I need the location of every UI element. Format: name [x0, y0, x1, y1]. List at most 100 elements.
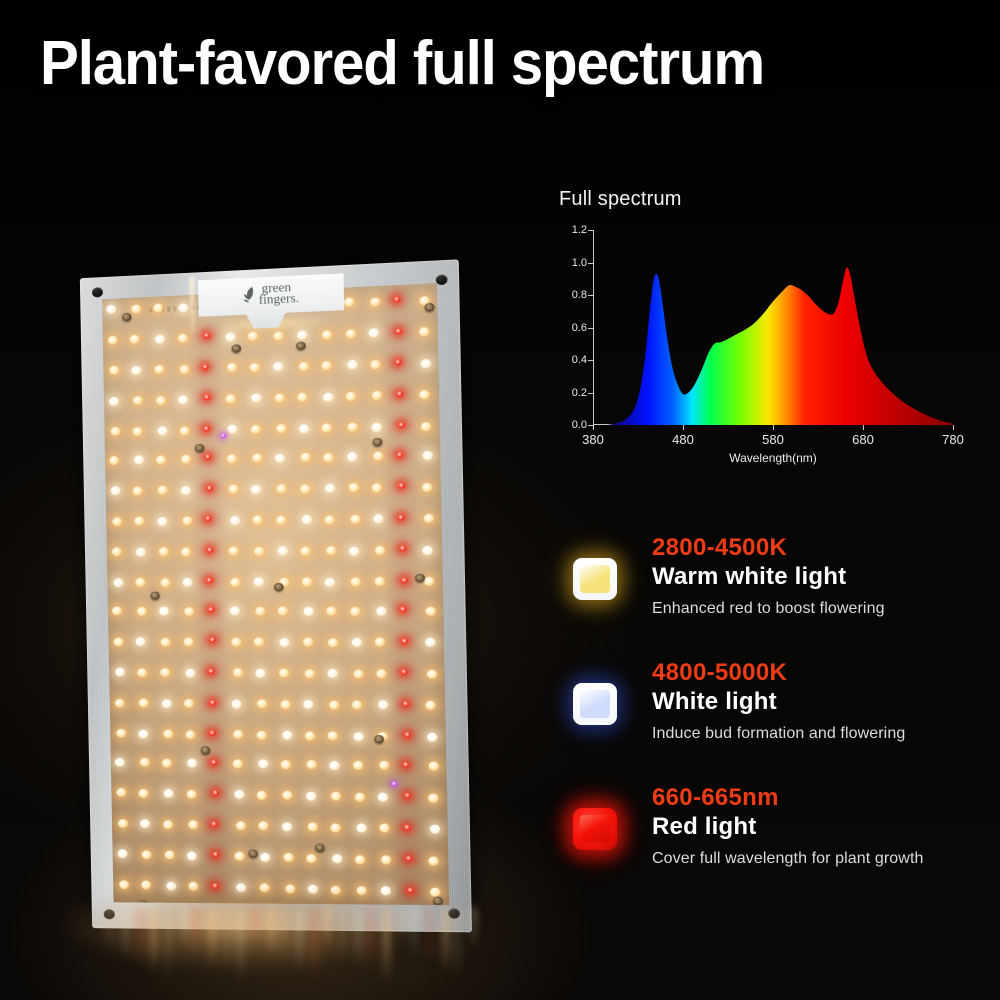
x-tick-label: 780 [942, 432, 964, 447]
y-tick-mark [588, 327, 593, 329]
red-led [210, 820, 218, 827]
feature-kelvin: 4800-5000K [652, 659, 788, 686]
led-chip-die [580, 815, 610, 843]
white-led [298, 423, 310, 434]
white-led [427, 793, 439, 803]
led-pcb [102, 283, 450, 906]
x-tick-label: 680 [852, 432, 874, 447]
white-led [113, 637, 124, 647]
white-led [349, 606, 361, 616]
feature-text: 4800-5000K White light Induce bud formatio… [652, 659, 988, 743]
white-led [423, 513, 434, 524]
y-tick-mark [588, 392, 593, 394]
red-led [401, 700, 410, 707]
white-led [161, 698, 172, 708]
white-led [178, 302, 189, 313]
white-led [184, 606, 195, 616]
white-led [112, 516, 123, 527]
white-led [307, 822, 318, 832]
chart-title: Full spectrum [559, 188, 682, 210]
y-tick-mark [588, 360, 593, 361]
white-led [369, 297, 381, 307]
white-led [371, 422, 382, 433]
white-led [180, 485, 191, 495]
white-led [160, 577, 171, 588]
white-led [250, 424, 261, 435]
white-led [305, 791, 316, 801]
white-led [303, 606, 314, 616]
red-led [395, 390, 403, 398]
pcb-screw [122, 312, 132, 321]
y-tick-label: 0.0 [571, 419, 587, 431]
white-led [118, 880, 129, 890]
x-tick-mark [953, 425, 954, 430]
feature-text: 2800-4500K Warm white light Enhanced red t… [652, 534, 988, 618]
panel-frame: green fingers. [79, 259, 472, 933]
pcb-screw [231, 343, 241, 353]
white-led [165, 881, 177, 891]
x-tick-mark [773, 425, 774, 430]
red-led [212, 851, 220, 858]
white-led [156, 454, 167, 465]
y-tick-mark [588, 262, 593, 264]
white-led [279, 637, 290, 647]
feature-description: Enhanced red to boost flowering [652, 600, 885, 617]
white-led [330, 822, 341, 833]
y-tick-label: 1.0 [571, 256, 587, 269]
white-led [187, 820, 199, 830]
x-tick-label: 480 [672, 432, 694, 447]
x-tick-mark [683, 425, 684, 430]
red-led [205, 485, 213, 492]
white-led [114, 698, 125, 708]
led-chip [573, 808, 617, 850]
white-led [349, 545, 360, 556]
white-led [346, 452, 358, 462]
pcb-screw [424, 302, 434, 312]
white-led [428, 856, 439, 866]
white-led [181, 546, 192, 557]
white-led [331, 854, 343, 864]
white-led [130, 304, 142, 314]
white-led [329, 760, 341, 770]
white-led [274, 393, 285, 403]
red-led [402, 761, 410, 768]
red-led [396, 451, 404, 458]
y-tick-mark [588, 230, 593, 231]
y-tick-label: 0.2 [571, 386, 587, 399]
white-led [112, 577, 123, 588]
white-led [355, 854, 366, 864]
led-chip-die [580, 565, 610, 593]
white-led [184, 668, 196, 678]
white-led [284, 884, 296, 894]
red-led [209, 758, 217, 766]
white-led [419, 358, 431, 369]
white-led [421, 482, 433, 493]
white-led [136, 606, 147, 616]
white-led [356, 823, 367, 833]
white-led [302, 637, 313, 647]
pcb-screw [295, 341, 306, 350]
y-tick-label: 0.6 [571, 321, 587, 334]
white-led [183, 637, 194, 647]
white-led [422, 545, 433, 555]
red-led [406, 887, 414, 894]
white-led [132, 426, 143, 437]
red-led [206, 606, 215, 613]
white-led [280, 759, 292, 770]
red-led [208, 730, 216, 737]
white-led [322, 392, 334, 402]
red-led [400, 577, 408, 584]
pcb-screw [414, 573, 425, 583]
white-led [108, 396, 119, 406]
red-led [211, 882, 219, 889]
white-led [232, 759, 243, 769]
pcb-screw [315, 843, 325, 852]
mount-hole [448, 908, 461, 919]
x-tick-label: 380 [582, 432, 604, 447]
led-chip [573, 683, 617, 725]
white-led [296, 330, 308, 340]
white-led [226, 453, 237, 464]
brand-logo-tab: green fingers. [198, 273, 344, 331]
y-tick-mark [588, 425, 593, 426]
white-led [375, 606, 387, 616]
